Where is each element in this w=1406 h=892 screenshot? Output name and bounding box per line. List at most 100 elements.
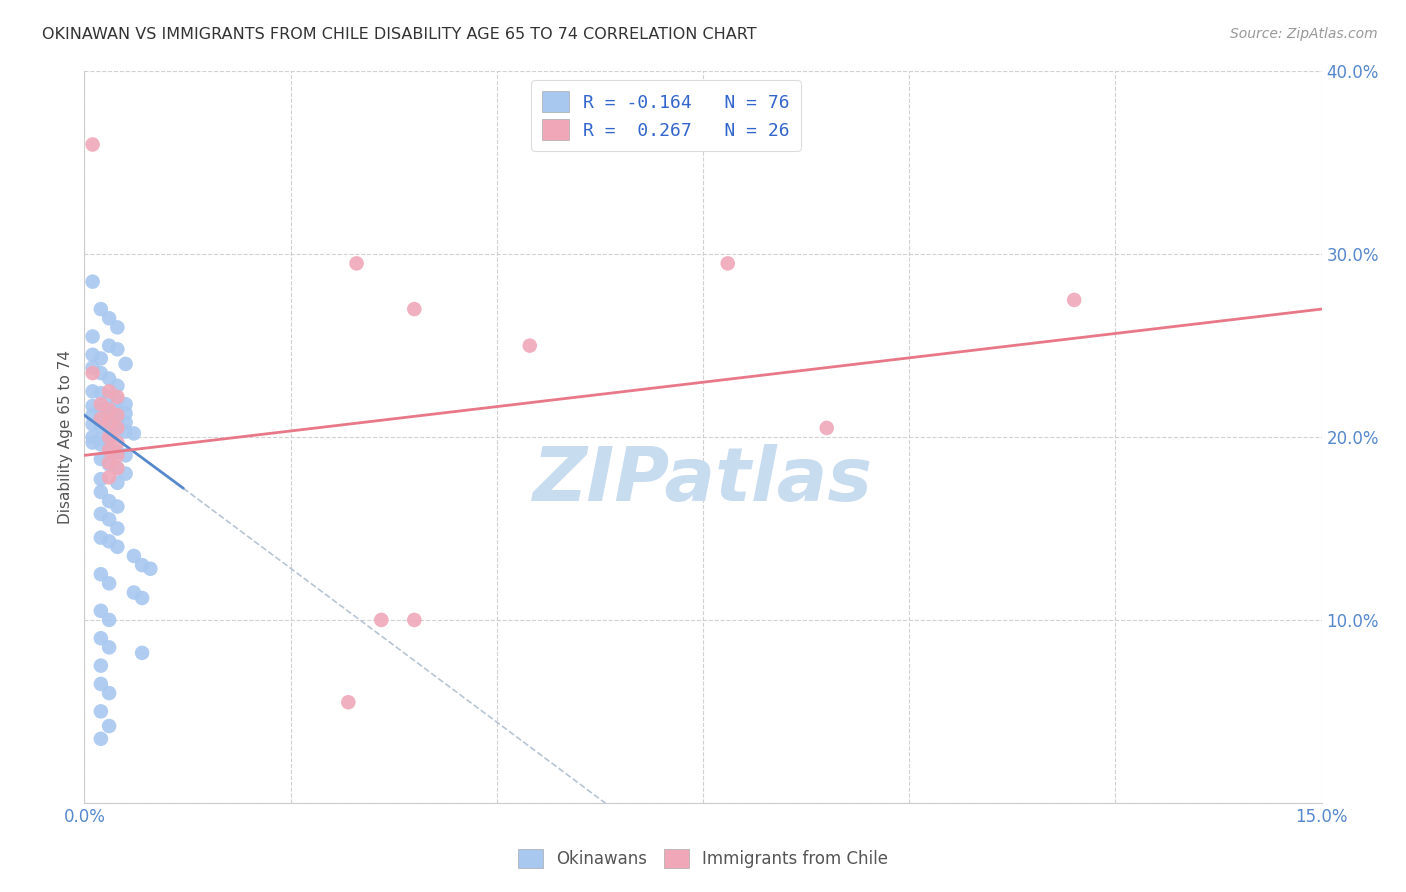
Point (105, 379, 128, 393)
Point (90, 432, 112, 446)
Point (98, 338, 121, 352)
Point (105, 461, 128, 475)
Point (90, 485, 112, 500)
Point (98, 458, 121, 472)
Point (105, 320, 128, 334)
Point (105, 435, 128, 450)
Point (90, 705, 112, 719)
Point (98, 686, 121, 700)
Point (105, 404, 128, 418)
Point (337, 695, 360, 709)
Point (98, 613, 121, 627)
Point (98, 384, 121, 399)
Point (105, 421, 128, 435)
Point (105, 343, 128, 357)
Point (98, 470, 121, 484)
Point (105, 500, 128, 514)
Point (90, 658, 112, 673)
Point (90, 401, 112, 415)
Point (90, 632, 112, 646)
Point (98, 434, 121, 448)
Point (98, 719, 121, 733)
Point (404, 301, 426, 317)
Point (90, 351, 112, 366)
Point (114, 357, 136, 371)
Point (98, 576, 121, 591)
Point (370, 613, 392, 627)
Point (346, 256, 368, 270)
Point (114, 449, 136, 463)
Point (131, 646, 153, 660)
Point (82, 399, 104, 413)
Point (82, 137, 104, 152)
Point (90, 472, 112, 486)
Point (82, 329, 104, 343)
Point (717, 256, 740, 270)
Point (82, 408, 104, 422)
Point (98, 430, 121, 444)
Point (122, 585, 145, 599)
Point (98, 640, 121, 655)
Point (122, 549, 145, 563)
Point (98, 412, 121, 426)
Point (82, 417, 104, 432)
Point (98, 402, 121, 417)
Point (82, 275, 104, 289)
Point (98, 402, 121, 417)
Point (122, 426, 145, 441)
Point (131, 591, 153, 605)
Point (815, 421, 838, 435)
Point (105, 390, 128, 404)
Point (90, 507, 112, 521)
Point (90, 301, 112, 317)
Point (90, 731, 112, 746)
Point (105, 521, 128, 535)
Point (82, 348, 104, 362)
Point (90, 677, 112, 691)
Point (90, 452, 112, 467)
Point (1063, 293, 1085, 307)
Point (82, 366, 104, 380)
Point (131, 558, 153, 573)
Point (98, 311, 121, 326)
Point (90, 437, 112, 451)
Point (98, 416, 121, 430)
Point (82, 360, 104, 375)
Point (82, 435, 104, 450)
Text: OKINAWAN VS IMMIGRANTS FROM CHILE DISABILITY AGE 65 TO 74 CORRELATION CHART: OKINAWAN VS IMMIGRANTS FROM CHILE DISABI… (42, 27, 756, 42)
Point (90, 419, 112, 434)
Point (98, 371, 121, 385)
Point (105, 449, 128, 463)
Point (90, 531, 112, 545)
Y-axis label: Disability Age 65 to 74: Disability Age 65 to 74 (58, 350, 73, 524)
Legend: Okinawans, Immigrants from Chile: Okinawans, Immigrants from Chile (512, 842, 894, 875)
Point (98, 534, 121, 549)
Text: ZIPatlas: ZIPatlas (533, 444, 873, 517)
Point (139, 562, 162, 576)
Point (114, 397, 136, 411)
Point (105, 393, 128, 408)
Point (114, 406, 136, 420)
Point (114, 416, 136, 430)
Point (98, 441, 121, 455)
Point (98, 442, 121, 457)
Point (82, 430, 104, 444)
Point (98, 421, 121, 435)
Point (90, 604, 112, 618)
Point (98, 456, 121, 470)
Point (90, 567, 112, 582)
Point (114, 425, 136, 439)
Point (90, 397, 112, 411)
Point (105, 444, 128, 458)
Point (105, 423, 128, 437)
Point (98, 494, 121, 508)
Point (105, 414, 128, 428)
Point (98, 512, 121, 526)
Point (90, 366, 112, 380)
Point (82, 384, 104, 399)
Point (90, 386, 112, 401)
Point (98, 390, 121, 404)
Point (519, 338, 541, 352)
Text: Source: ZipAtlas.com: Source: ZipAtlas.com (1230, 27, 1378, 41)
Point (90, 412, 112, 426)
